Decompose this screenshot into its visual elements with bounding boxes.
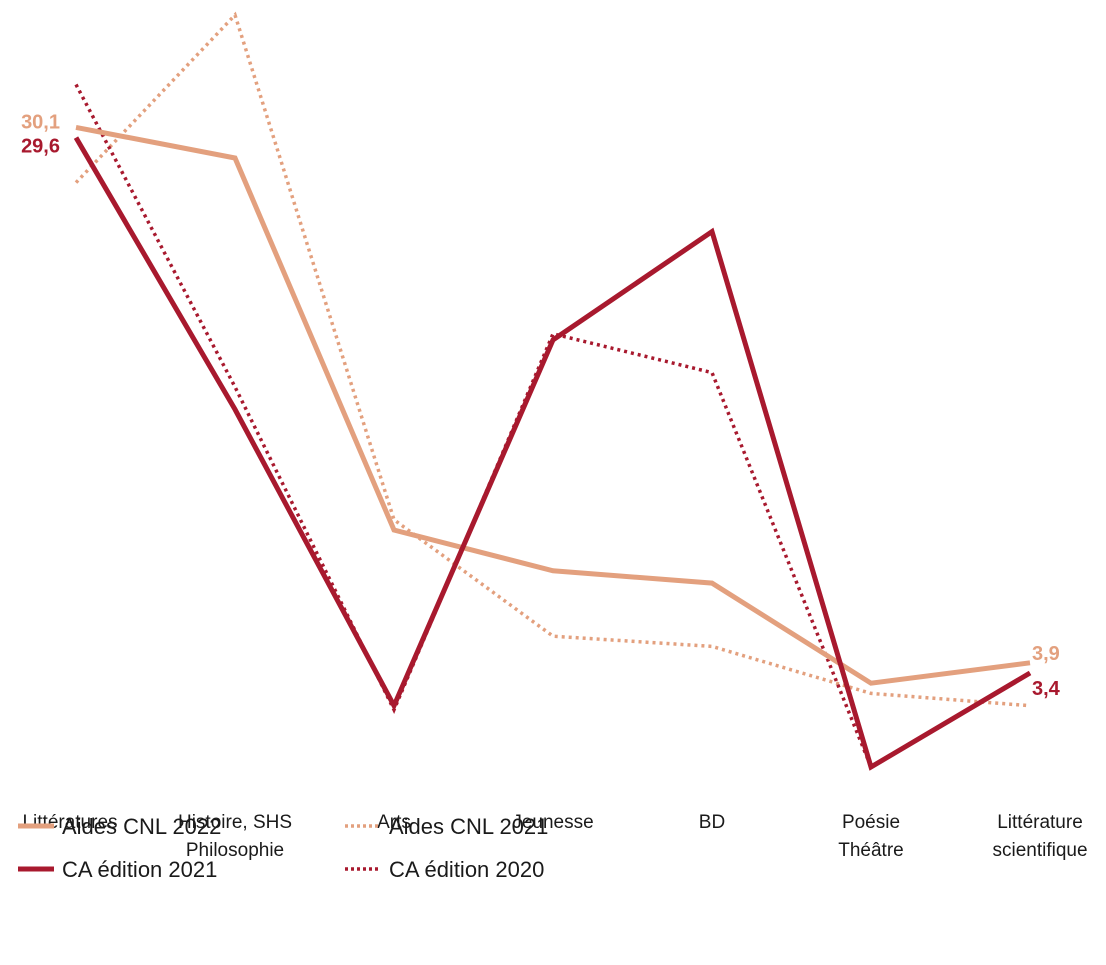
x-axis-tick-labels: Littératures Histoire, SHS PhilosophieArts…: [22, 812, 1087, 861]
x-tick-label-histoire-shs-philosophie: Histoire, SHS Philosophie: [178, 812, 292, 861]
legend-item-ca-edition-2021: CA édition 2021: [18, 857, 217, 882]
legend-item-aides-cnl-2021: Aides CNL 2021: [345, 814, 548, 839]
data-label-start-aides-cnl-2022: 30,1: [21, 111, 60, 133]
legend-label-aides-cnl-2021: Aides CNL 2021: [389, 814, 548, 839]
series-line-ca-edition-2020: [74, 83, 1031, 770]
data-label-start-ca-edition-2021: 29,6: [21, 136, 60, 158]
series-line-ca-edition-2021: [73, 136, 1032, 771]
legend-label-ca-edition-2021: CA édition 2021: [62, 857, 217, 882]
data-label-end-aides-cnl-2022: 3,9: [1032, 643, 1060, 665]
data-label-layer: 30,1 29,6 3,9 3,4: [21, 111, 1061, 700]
legend-item-aides-cnl-2022: Aides CNL 2022: [18, 814, 221, 839]
x-tick-label-jeunesse: Jeunesse: [512, 812, 593, 833]
series-line-aides-cnl-2022: [75, 124, 1031, 686]
data-label-end-ca-edition-2021: 3,4: [1032, 678, 1061, 700]
x-tick-label-litterature-scientifique: Littérature scientifique: [992, 812, 1087, 861]
legend: Aides CNL 2022 Aides CNL 2021 CA édition 2…: [18, 814, 548, 882]
x-tick-label-bd: BD: [699, 812, 725, 833]
x-tick-label-poesie-theatre: Poésie Théâtre: [838, 812, 903, 861]
series-layer: [73, 11, 1032, 771]
x-tick-label-arts: Arts: [377, 812, 411, 833]
legend-label-ca-edition-2020: CA édition 2020: [389, 857, 544, 882]
legend-item-ca-edition-2020: CA édition 2020: [345, 857, 544, 882]
legend-label-aides-cnl-2022: Aides CNL 2022: [62, 814, 221, 839]
series-line-aides-cnl-2021: [74, 11, 1031, 708]
